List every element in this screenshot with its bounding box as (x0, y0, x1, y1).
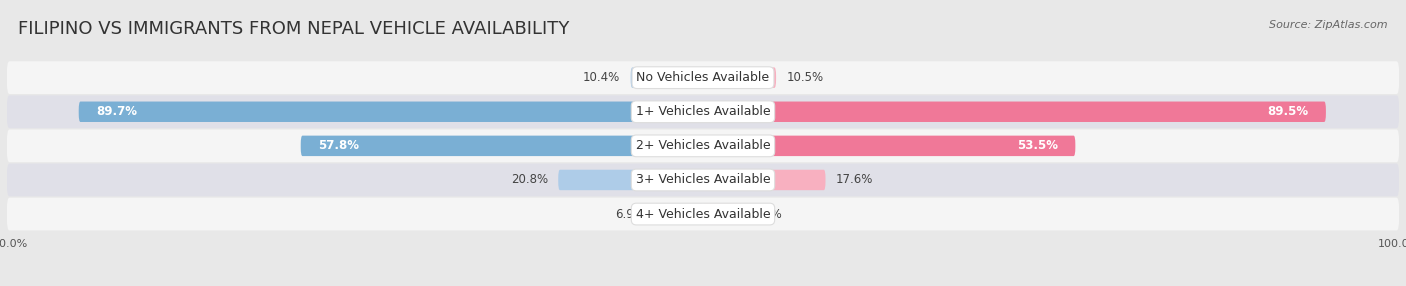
Text: 57.8%: 57.8% (318, 139, 359, 152)
FancyBboxPatch shape (301, 136, 703, 156)
FancyBboxPatch shape (631, 67, 703, 88)
Text: 53.5%: 53.5% (1017, 139, 1057, 152)
Text: 17.6%: 17.6% (837, 174, 873, 186)
FancyBboxPatch shape (7, 198, 1399, 231)
FancyBboxPatch shape (703, 136, 1076, 156)
Text: 89.5%: 89.5% (1267, 105, 1309, 118)
FancyBboxPatch shape (7, 96, 1399, 128)
Text: No Vehicles Available: No Vehicles Available (637, 71, 769, 84)
Text: 5.6%: 5.6% (752, 208, 782, 221)
Text: 89.7%: 89.7% (96, 105, 138, 118)
FancyBboxPatch shape (703, 67, 776, 88)
Text: 10.5%: 10.5% (786, 71, 824, 84)
Text: 10.4%: 10.4% (583, 71, 620, 84)
Text: 6.9%: 6.9% (614, 208, 644, 221)
FancyBboxPatch shape (7, 130, 1399, 162)
FancyBboxPatch shape (703, 102, 1326, 122)
FancyBboxPatch shape (558, 170, 703, 190)
FancyBboxPatch shape (7, 61, 1399, 94)
Text: 20.8%: 20.8% (510, 174, 548, 186)
FancyBboxPatch shape (703, 170, 825, 190)
FancyBboxPatch shape (79, 102, 703, 122)
FancyBboxPatch shape (655, 204, 703, 224)
FancyBboxPatch shape (7, 164, 1399, 196)
Text: 4+ Vehicles Available: 4+ Vehicles Available (636, 208, 770, 221)
Text: Source: ZipAtlas.com: Source: ZipAtlas.com (1270, 20, 1388, 30)
Text: 2+ Vehicles Available: 2+ Vehicles Available (636, 139, 770, 152)
FancyBboxPatch shape (703, 204, 742, 224)
Text: FILIPINO VS IMMIGRANTS FROM NEPAL VEHICLE AVAILABILITY: FILIPINO VS IMMIGRANTS FROM NEPAL VEHICL… (18, 20, 569, 38)
Text: 3+ Vehicles Available: 3+ Vehicles Available (636, 174, 770, 186)
Text: 1+ Vehicles Available: 1+ Vehicles Available (636, 105, 770, 118)
